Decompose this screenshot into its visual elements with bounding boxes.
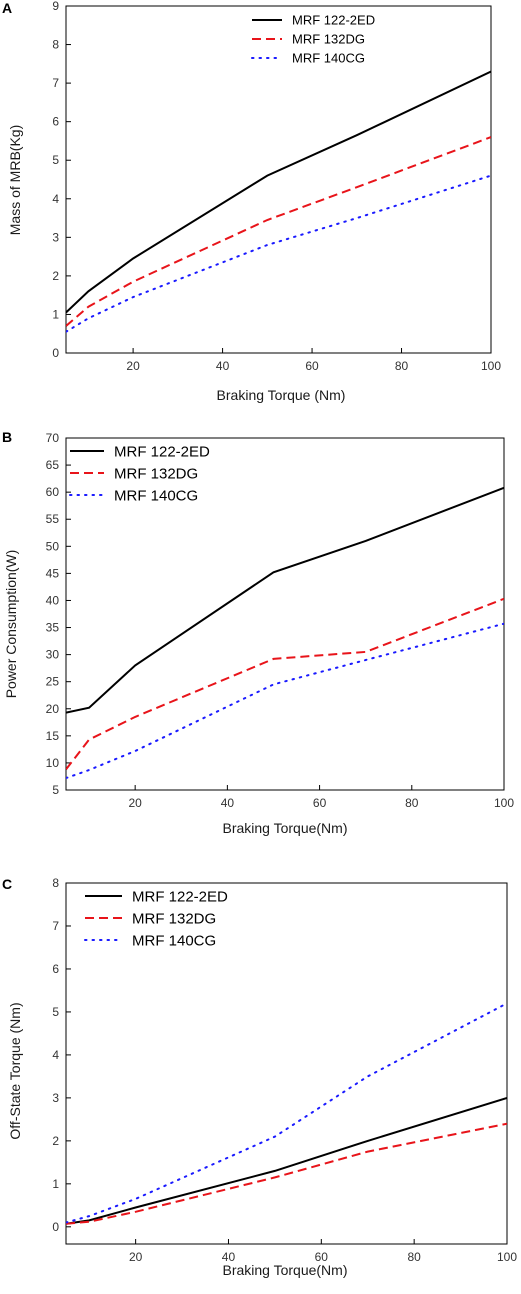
y-tick-label: 0	[52, 346, 59, 360]
y-tick-label: 7	[52, 76, 59, 90]
y-tick-label: 45	[46, 566, 60, 580]
x-tick-label: 80	[405, 796, 419, 810]
plot-area-a: 20 40 60 80 100 0 1 2 3 4 5 6 7 8 9 MRF 122-2ED MRF 132D…	[52, 0, 501, 373]
series-line-c-1	[66, 1096, 507, 1225]
y-tick-label: 8	[52, 38, 59, 52]
x-axis-label-b: Braking Torque(Nm)	[222, 820, 347, 836]
y-tick-label: 6	[52, 115, 59, 129]
y-tick-label: 5	[52, 783, 59, 797]
y-tick-label: 30	[46, 648, 60, 662]
y-tick-label: 70	[46, 431, 60, 445]
chart-panel-b: B 20 40 60 80 100 5 10 15 20 25 30 35 40 45 50 55 60 65 70…	[2, 429, 515, 836]
series-line-a-2	[66, 136, 491, 327]
x-tick-label: 60	[313, 796, 327, 810]
y-tick-label: 35	[46, 621, 60, 635]
x-tick-label: 80	[407, 1250, 421, 1264]
legend-label-b-2: MRF 132DG	[114, 465, 198, 482]
y-axis-label-b: Power Consumption(W)	[3, 550, 19, 699]
plot-frame-c	[65, 882, 508, 1245]
x-tick-label: 20	[129, 1250, 143, 1264]
y-tick-label: 2	[52, 269, 59, 283]
y-tick-label: 3	[52, 1091, 59, 1105]
x-tick-label: 20	[128, 796, 142, 810]
y-tick-label: 7	[52, 919, 59, 933]
y-tick-label: 4	[52, 1048, 59, 1062]
plot-area-b: 20 40 60 80 100 5 10 15 20 25 30 35 40 45 50 55 60 65 70 MR…	[46, 431, 515, 810]
y-tick-label: 50	[46, 539, 60, 553]
y-tick-label: 6	[52, 962, 59, 976]
x-tick-label: 100	[497, 1250, 517, 1264]
x-tick-label: 100	[494, 796, 514, 810]
legend-label-a-3: MRF 140CG	[292, 51, 365, 66]
y-tick-label: 15	[46, 729, 60, 743]
x-axis-label-a: Braking Torque (Nm)	[217, 387, 346, 403]
series-line-b-1	[66, 486, 504, 714]
legend-label-b-3: MRF 140CG	[114, 487, 198, 504]
y-tick-label: 8	[52, 876, 59, 890]
y-tick-label: 65	[46, 458, 60, 472]
y-tick-label: 4	[52, 192, 59, 206]
y-tick-label: 25	[46, 675, 60, 689]
legend-label-c-1: MRF 122-2ED	[132, 888, 228, 905]
series-line-b-2	[66, 597, 504, 771]
x-axis-label-c: Braking Torque(Nm)	[222, 1262, 347, 1278]
legend-label-c-2: MRF 132DG	[132, 910, 216, 927]
y-tick-label: 5	[52, 1005, 59, 1019]
y-tick-label: 0	[52, 1220, 59, 1234]
series-line-b-3	[66, 622, 504, 780]
panel-letter-b: B	[2, 429, 12, 445]
series-line-c-2	[66, 1122, 507, 1225]
y-tick-label: 55	[46, 512, 60, 526]
panel-letter-c: C	[2, 876, 12, 892]
legend-label-c-3: MRF 140CG	[132, 932, 216, 949]
plot-frame-b	[65, 437, 505, 791]
x-tick-label: 40	[216, 359, 230, 373]
series-line-a-3	[66, 174, 491, 333]
y-tick-label: 5	[52, 153, 59, 167]
y-tick-label: 3	[52, 230, 59, 244]
y-tick-label: 2	[52, 1134, 59, 1148]
x-tick-label: 40	[221, 796, 235, 810]
plot-area-c: 20 40 60 80 100 0 1 2 3 4 5 6 7 8 MRF 122-2ED MRF 132DG…	[52, 876, 517, 1264]
y-tick-label: 10	[46, 756, 60, 770]
legend-label-b-1: MRF 122-2ED	[114, 443, 210, 460]
x-tick-label: 100	[481, 359, 501, 373]
legend-label-a-1: MRF 122-2ED	[292, 13, 375, 28]
series-line-a-1	[66, 70, 491, 314]
x-tick-label: 80	[395, 359, 409, 373]
y-axis-label-a: Mass of MRB(Kg)	[7, 125, 23, 235]
panel-letter-a: A	[2, 0, 12, 16]
y-tick-label: 20	[46, 702, 60, 716]
x-tick-label: 40	[222, 1250, 236, 1264]
series-line-c-3	[66, 1002, 507, 1224]
legend-label-a-2: MRF 132DG	[292, 32, 365, 47]
y-axis-label-c: Off-State Torque (Nm)	[7, 1002, 23, 1139]
y-tick-label: 40	[46, 593, 60, 607]
y-tick-label: 60	[46, 485, 60, 499]
x-tick-label: 20	[126, 359, 140, 373]
x-tick-label: 60	[305, 359, 319, 373]
x-tick-label: 60	[315, 1250, 329, 1264]
chart-panel-c: C 20 40 60 80 100 0 1 2 3 4 5 6 7 8 MRF 122-2ED MRF 132…	[2, 876, 517, 1278]
plot-frame-a	[65, 5, 492, 354]
y-tick-label: 1	[52, 307, 59, 321]
y-tick-label: 1	[52, 1177, 59, 1191]
y-tick-label: 9	[52, 0, 59, 13]
chart-panel-a: A 20 40 60 80 100 0 1 2 3 4 5 6 7 8 9 MRF 122-2ED MRF 13…	[2, 0, 501, 403]
